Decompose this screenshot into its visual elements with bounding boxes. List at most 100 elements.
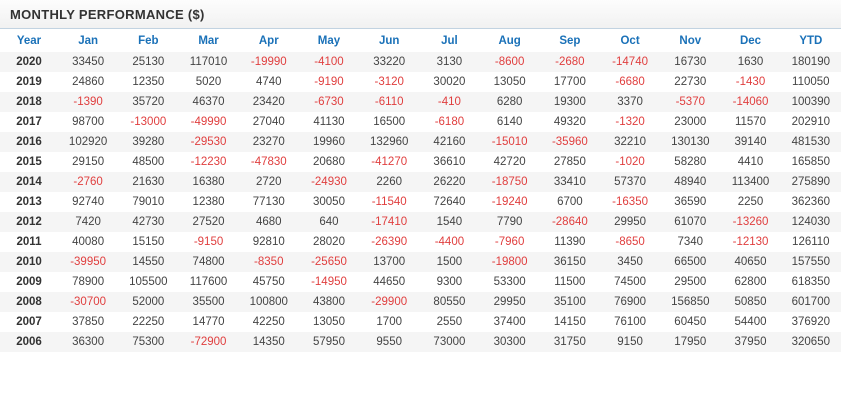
value-cell: 113400 xyxy=(731,176,770,188)
value-cell: -19990 xyxy=(250,56,287,68)
value-cell: -14740 xyxy=(612,56,648,68)
value-cell: 75300 xyxy=(132,336,165,348)
value-cell: 66500 xyxy=(674,256,707,268)
value-cell: 1500 xyxy=(436,256,463,268)
value-cell: 14770 xyxy=(192,316,225,328)
value-cell: 640 xyxy=(319,216,339,228)
value-cell: 320650 xyxy=(791,336,830,348)
year-cell-2016: 2016 xyxy=(16,136,42,148)
value-cell: 20680 xyxy=(312,156,345,168)
value-cell: 105500 xyxy=(129,276,168,288)
value-cell: 60450 xyxy=(674,316,707,328)
value-cell: 48940 xyxy=(674,176,707,188)
value-cell: 16500 xyxy=(373,116,406,128)
value-cell: 98700 xyxy=(72,116,105,128)
value-cell: 11570 xyxy=(734,116,767,128)
value-cell: -6180 xyxy=(434,116,465,128)
value-cell: 61070 xyxy=(674,216,707,228)
value-cell: 9550 xyxy=(376,336,402,348)
value-cell: 1700 xyxy=(376,316,402,328)
value-cell: 2550 xyxy=(436,316,463,328)
value-cell: -8350 xyxy=(254,256,284,268)
value-cell: 77130 xyxy=(252,196,285,208)
value-cell: 202910 xyxy=(791,116,830,128)
value-cell: 41130 xyxy=(313,116,345,128)
value-cell: 80550 xyxy=(433,296,466,308)
value-cell: -9150 xyxy=(193,236,224,248)
column-header-oct: Oct xyxy=(599,29,661,52)
value-cell: 6700 xyxy=(557,196,583,208)
table-row-2006: 2006 36300 75300 -72900 14350 57950 9550 73000 3… xyxy=(0,332,841,352)
value-cell: -6680 xyxy=(615,76,645,88)
year-cell-2007: 2007 xyxy=(16,316,42,328)
value-cell: 13700 xyxy=(373,256,406,268)
value-cell: -39950 xyxy=(70,256,107,268)
value-cell: 52000 xyxy=(132,296,165,308)
column-header-mar: Mar xyxy=(178,29,239,52)
table-row-2019: 2019 24860 12350 5020 4740 -9190 -3120 30020 130… xyxy=(0,72,841,92)
value-cell: 3370 xyxy=(617,96,643,108)
value-cell: 6280 xyxy=(496,96,523,108)
table-row-2014: 2014 -2760 21630 16380 2720 -24930 2260 26220 -1… xyxy=(0,172,841,192)
value-cell: 275890 xyxy=(791,176,830,188)
value-cell: 14150 xyxy=(553,316,586,328)
value-cell: 30020 xyxy=(433,76,466,88)
table-row-2007: 2007 37850 22250 14770 42250 13050 1700 2550 374… xyxy=(0,312,841,332)
value-cell: 76100 xyxy=(614,316,647,328)
value-cell: -1430 xyxy=(735,76,766,88)
value-cell: 29950 xyxy=(493,296,526,308)
value-cell: 9300 xyxy=(436,276,463,288)
value-cell: -5370 xyxy=(675,96,705,108)
value-cell: 126110 xyxy=(792,236,830,248)
value-cell: -3120 xyxy=(374,76,404,88)
table-body: 2020 33450 25130 117010 -19990 -4100 33220 3130… xyxy=(0,52,841,352)
value-cell: 100390 xyxy=(791,96,830,108)
value-cell: 43800 xyxy=(312,296,345,308)
value-cell: -35960 xyxy=(551,136,588,148)
value-cell: 19960 xyxy=(312,136,345,148)
performance-table: Year Jan Feb Mar Apr May Jun Jul Aug Sep Oct Nov Dec… xyxy=(0,29,841,352)
value-cell: 23270 xyxy=(252,136,285,148)
value-cell: 601700 xyxy=(791,296,830,308)
column-header-nov: Nov xyxy=(660,29,721,52)
value-cell: 12350 xyxy=(132,76,165,88)
value-cell: 36590 xyxy=(674,196,707,208)
value-cell: 37950 xyxy=(734,336,767,348)
value-cell: -49990 xyxy=(190,116,227,128)
value-cell: -47830 xyxy=(250,156,287,168)
value-cell: 6140 xyxy=(496,116,523,128)
value-cell: 17700 xyxy=(553,76,586,88)
column-header-jun: Jun xyxy=(359,29,420,52)
table-row-2012: 2012 7420 42730 27520 4680 640 -17410 1540 7790 -… xyxy=(0,212,841,232)
value-cell: -15010 xyxy=(491,136,528,148)
value-cell: 7790 xyxy=(496,216,523,228)
value-cell: 76900 xyxy=(614,296,647,308)
value-cell: 110050 xyxy=(792,76,830,88)
value-cell: 24860 xyxy=(72,76,105,88)
value-cell: 376920 xyxy=(791,316,830,328)
value-cell: 2720 xyxy=(255,176,282,188)
value-cell: 49320 xyxy=(553,116,586,128)
value-cell: 62800 xyxy=(734,276,767,288)
value-cell: -28640 xyxy=(551,216,588,228)
value-cell: 180190 xyxy=(791,56,830,68)
value-cell: 23000 xyxy=(674,116,707,128)
value-cell: 44650 xyxy=(373,276,406,288)
table-row-2009: 2009 78900 105500 117600 45750 -14950 44650 930… xyxy=(0,272,841,292)
value-cell: 57950 xyxy=(312,336,345,348)
year-cell-2006: 2006 xyxy=(16,336,42,348)
value-cell: 7340 xyxy=(677,236,704,248)
value-cell: 57370 xyxy=(614,176,647,188)
value-cell: 618350 xyxy=(791,276,830,288)
table-row-2010: 2010 -39950 14550 74800 -8350 -25650 13700 1500… xyxy=(0,252,841,272)
value-cell: -410 xyxy=(437,96,461,108)
value-cell: 4680 xyxy=(255,216,282,228)
value-cell: 58280 xyxy=(674,156,707,168)
table-row-2013: 2013 92740 79010 12380 77130 30050 -11540 72640… xyxy=(0,192,841,212)
value-cell: 32210 xyxy=(614,136,647,148)
value-cell: 14350 xyxy=(252,336,285,348)
value-cell: -12130 xyxy=(732,236,769,248)
value-cell: 74500 xyxy=(614,276,647,288)
value-cell: -26390 xyxy=(371,236,408,248)
